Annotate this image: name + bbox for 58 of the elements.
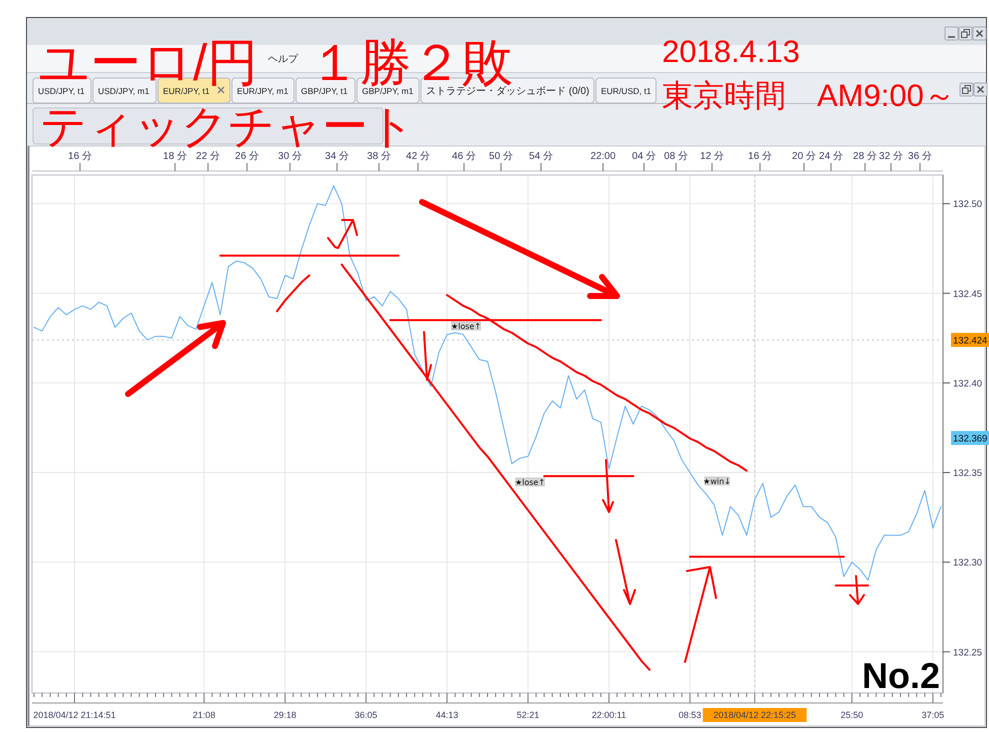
line-series xyxy=(34,185,942,581)
text: 東京時間 AM9:00～ xyxy=(662,78,955,113)
y-tick-label: 132.40 xyxy=(953,378,982,390)
text: 22:00 xyxy=(590,151,616,162)
text: 54 分 xyxy=(529,150,553,162)
x-tick-label: 36:05 xyxy=(354,710,378,720)
chart-subtitle: ティックチャート xyxy=(40,100,415,152)
text: 42 分 xyxy=(406,150,430,162)
text: 12 分 xyxy=(700,150,724,162)
text: 38 分 xyxy=(367,150,391,162)
annotation: ★win↓ xyxy=(703,477,731,486)
text: 46 分 xyxy=(452,150,476,162)
x-tick-label: 37:05 xyxy=(922,710,944,720)
text: 26 分 xyxy=(235,150,259,162)
x-tick-label: 29:18 xyxy=(274,710,296,720)
y-tick-label: 132.45 xyxy=(953,288,982,300)
annotation: ★lose↑ xyxy=(450,322,482,331)
text: 04 分 xyxy=(632,150,656,162)
text: 08 分 xyxy=(664,150,688,162)
x-tick-label: 21:08 xyxy=(192,710,216,720)
line-series xyxy=(340,264,650,671)
text: 28 分 xyxy=(853,150,877,162)
text: 22 分 xyxy=(196,150,220,162)
text: GBP/JPY, m1 xyxy=(362,86,414,96)
text: 34 分 xyxy=(325,150,349,162)
annotation: ★lose↑ xyxy=(514,478,546,487)
annotation: No.2 xyxy=(862,655,940,696)
x-tick-label: 25:50 xyxy=(840,710,864,720)
text: 20 分 xyxy=(792,150,816,162)
text: EUR/JPY, m1 xyxy=(237,86,289,96)
text: USD/JPY, t1 xyxy=(38,86,85,96)
x-tick-label: 52:21 xyxy=(516,710,540,720)
text: ヘルプ xyxy=(268,53,299,65)
x-tick-label: 08:53 xyxy=(678,710,702,720)
text: EUR/JPY, t1 xyxy=(163,86,210,96)
x-tick-label: 2018/04/12 21:14:51 xyxy=(33,710,116,720)
text: 16 分 xyxy=(748,150,772,162)
ref-line-label: 132.424 xyxy=(953,335,988,346)
text: 18 分 xyxy=(163,150,187,162)
text: 16 分 xyxy=(68,150,92,162)
y-tick-label: 132.25 xyxy=(953,647,982,658)
text: 50 分 xyxy=(489,150,513,162)
x-tick-label: 44:13 xyxy=(436,710,458,720)
text: 36 分 xyxy=(908,150,932,162)
text: GBP/JPY, t1 xyxy=(301,86,348,96)
text: 2018.4.13 xyxy=(662,34,800,69)
text: 24 分 xyxy=(819,150,843,162)
text: USD/JPY, m1 xyxy=(98,86,150,96)
text: 32 分 xyxy=(879,150,903,162)
line-series xyxy=(276,274,310,312)
y-tick-label: 132.30 xyxy=(953,558,982,569)
y-tick-label: 132.35 xyxy=(953,468,982,480)
text: EUR/USD, t1 xyxy=(601,86,652,96)
text: 30 分 xyxy=(278,150,302,162)
y-tick-label: 132.50 xyxy=(953,199,982,210)
text: 132.369 xyxy=(953,434,988,444)
x-tick-label: 22:00:11 xyxy=(592,710,626,720)
x-tick-label: 2018/04/12 22:15:25 xyxy=(713,710,796,720)
